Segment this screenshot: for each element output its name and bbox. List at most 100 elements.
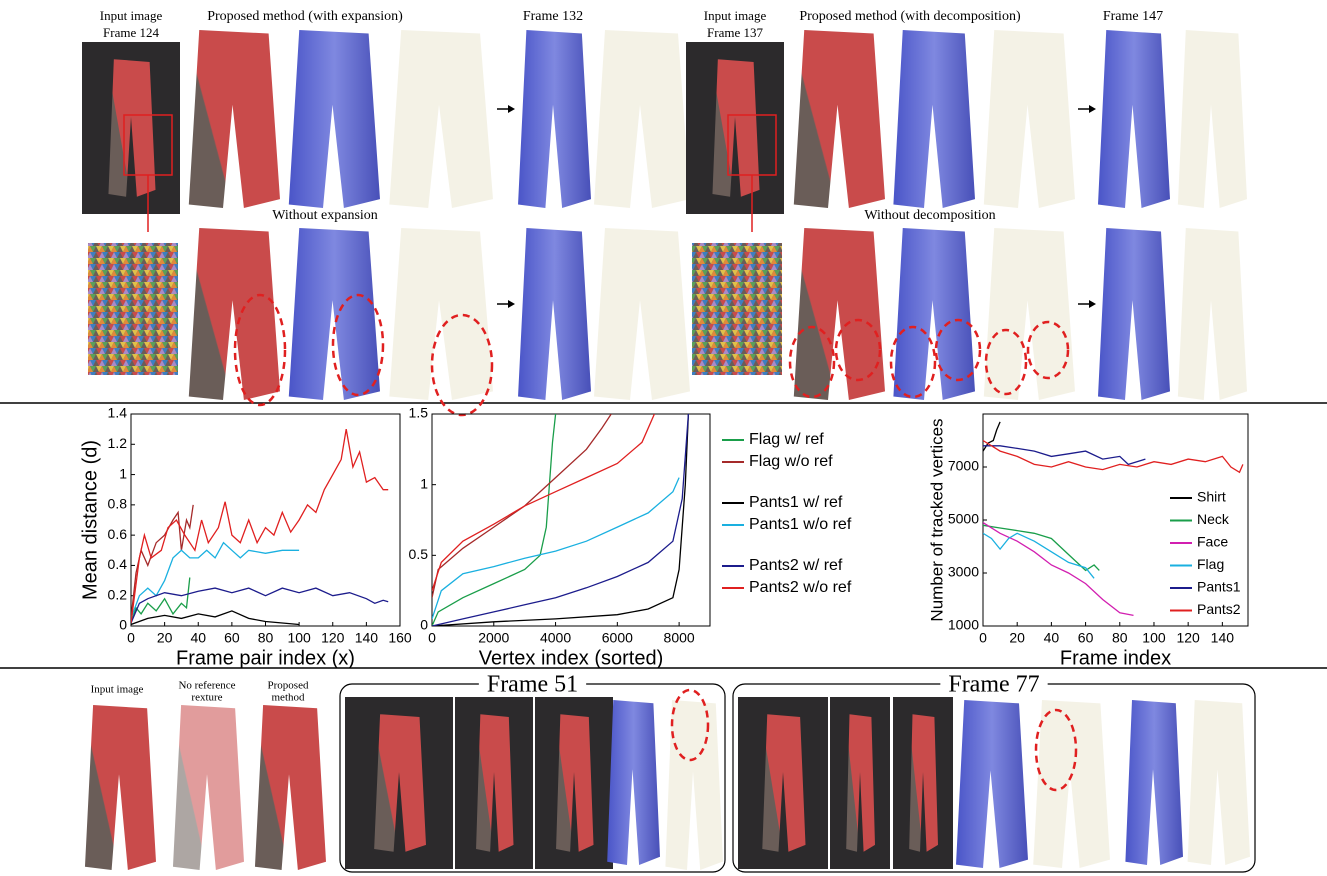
panel-label: Input image: [91, 684, 144, 696]
x-tick-label: 20: [1009, 630, 1025, 646]
point-cloud: [1178, 228, 1247, 400]
y-axis-title: Mean distance (d): [79, 440, 101, 600]
mesh-result: [1098, 228, 1170, 400]
panel-label: Input image: [100, 8, 163, 23]
x-tick-label: 140: [1211, 630, 1235, 646]
mesh-result: [607, 700, 660, 865]
x-tick-label: 4000: [540, 630, 571, 646]
legend-label: Flag: [1197, 556, 1224, 572]
legend-label: Flag w/o ref: [749, 453, 833, 470]
data-line: [432, 414, 611, 598]
y-tick-label: 1: [119, 465, 127, 481]
x-tick-label: 60: [224, 630, 240, 646]
panel-label: rexture: [191, 692, 222, 704]
x-tick-label: 40: [1044, 630, 1060, 646]
zoom-photo: [88, 243, 178, 375]
x-tick-label: 60: [1078, 630, 1094, 646]
y-tick-label: 1.5: [409, 405, 429, 421]
x-tick-label: 80: [258, 630, 274, 646]
textured-result: [189, 30, 280, 208]
panel-label: Frame 132: [523, 9, 583, 24]
panel-label: Input image: [704, 8, 767, 23]
y-tick-label: 1.2: [108, 435, 128, 451]
textured-result: [255, 705, 326, 870]
panel-label: Without expansion: [272, 208, 378, 223]
legend-label: Neck: [1197, 511, 1230, 527]
y-tick-label: 3000: [948, 564, 979, 580]
y-tick-label: 0.6: [108, 526, 128, 542]
x-tick-label: 80: [1112, 630, 1128, 646]
y-axis-title: Number of tracked vertices: [927, 418, 946, 621]
panel-label: Proposed method (with decomposition): [799, 9, 1021, 24]
point-cloud: [1178, 30, 1247, 208]
arrow-head: [1089, 105, 1096, 113]
plot-frame: [432, 414, 710, 626]
point-cloud: [1188, 700, 1250, 865]
panel-label: Frame 124: [103, 25, 159, 40]
blurred-result: [173, 705, 244, 870]
textured-result: [85, 705, 156, 870]
x-tick-label: 0: [428, 630, 436, 646]
point-cloud: [389, 30, 493, 208]
point-cloud: [984, 30, 1075, 208]
data-line: [131, 611, 299, 625]
frame-label: Frame 77: [948, 672, 1039, 698]
y-tick-label: 5000: [948, 511, 979, 527]
legend-label: Pants2 w/o ref: [749, 579, 852, 596]
panel-label: Without decomposition: [864, 208, 995, 223]
legend-label: Pants2: [1197, 601, 1241, 617]
y-tick-label: 1000: [948, 617, 979, 633]
textured-result: [794, 30, 885, 208]
x-axis-title: Vertex index (sorted): [479, 647, 664, 669]
data-line: [983, 422, 1000, 451]
y-tick-label: 0.5: [409, 546, 429, 562]
mesh-result: [518, 30, 591, 208]
point-cloud: [984, 228, 1075, 400]
x-tick-label: 40: [190, 630, 206, 646]
x-tick-label: 2000: [478, 630, 509, 646]
panel-label: method: [272, 692, 305, 704]
y-tick-label: 7000: [948, 458, 979, 474]
y-tick-label: 0.4: [108, 556, 128, 572]
x-tick-label: 0: [127, 630, 135, 646]
arrow-head: [508, 105, 515, 113]
data-line: [983, 446, 1145, 465]
arrow-head: [508, 300, 515, 308]
point-cloud: [665, 700, 723, 870]
mesh-result: [518, 228, 591, 400]
legend-label: Shirt: [1197, 489, 1226, 505]
x-tick-label: 0: [979, 630, 987, 646]
x-tick-label: 140: [355, 630, 379, 646]
mesh-result: [956, 700, 1028, 868]
mesh-result: [289, 30, 380, 208]
mesh-result: [893, 30, 975, 208]
x-tick-label: 120: [321, 630, 345, 646]
legend-label: Pants1 w/o ref: [749, 516, 852, 533]
panel-label: Frame 147: [1103, 9, 1163, 24]
data-line: [432, 414, 654, 591]
y-tick-label: 0: [119, 617, 127, 633]
point-cloud: [594, 30, 690, 208]
x-axis-title: Frame index: [1060, 647, 1171, 669]
y-tick-label: 0: [420, 617, 428, 633]
y-tick-label: 1: [420, 475, 428, 491]
mesh-result: [1098, 30, 1170, 208]
point-cloud: [594, 228, 690, 400]
image-panels: Input image Frame 124 Proposed method (wit…: [82, 8, 1255, 872]
panel-label: No reference: [178, 680, 235, 692]
legend-label: Pants1 w/ ref: [749, 494, 843, 511]
figure: Input image Frame 124 Proposed method (wit…: [0, 0, 1327, 876]
frame-label: Frame 51: [487, 672, 578, 698]
y-tick-label: 0.8: [108, 496, 128, 512]
y-tick-label: 0.2: [108, 586, 128, 602]
data-line: [131, 588, 388, 623]
data-line: [983, 523, 1134, 616]
data-line: [983, 441, 1243, 473]
x-tick-label: 6000: [602, 630, 633, 646]
x-tick-label: 120: [1176, 630, 1200, 646]
arrow-head: [1089, 300, 1096, 308]
x-tick-label: 100: [287, 630, 311, 646]
legend-label: Pants1: [1197, 579, 1241, 595]
data-line: [432, 414, 556, 626]
panel-label: Proposed: [268, 680, 309, 692]
